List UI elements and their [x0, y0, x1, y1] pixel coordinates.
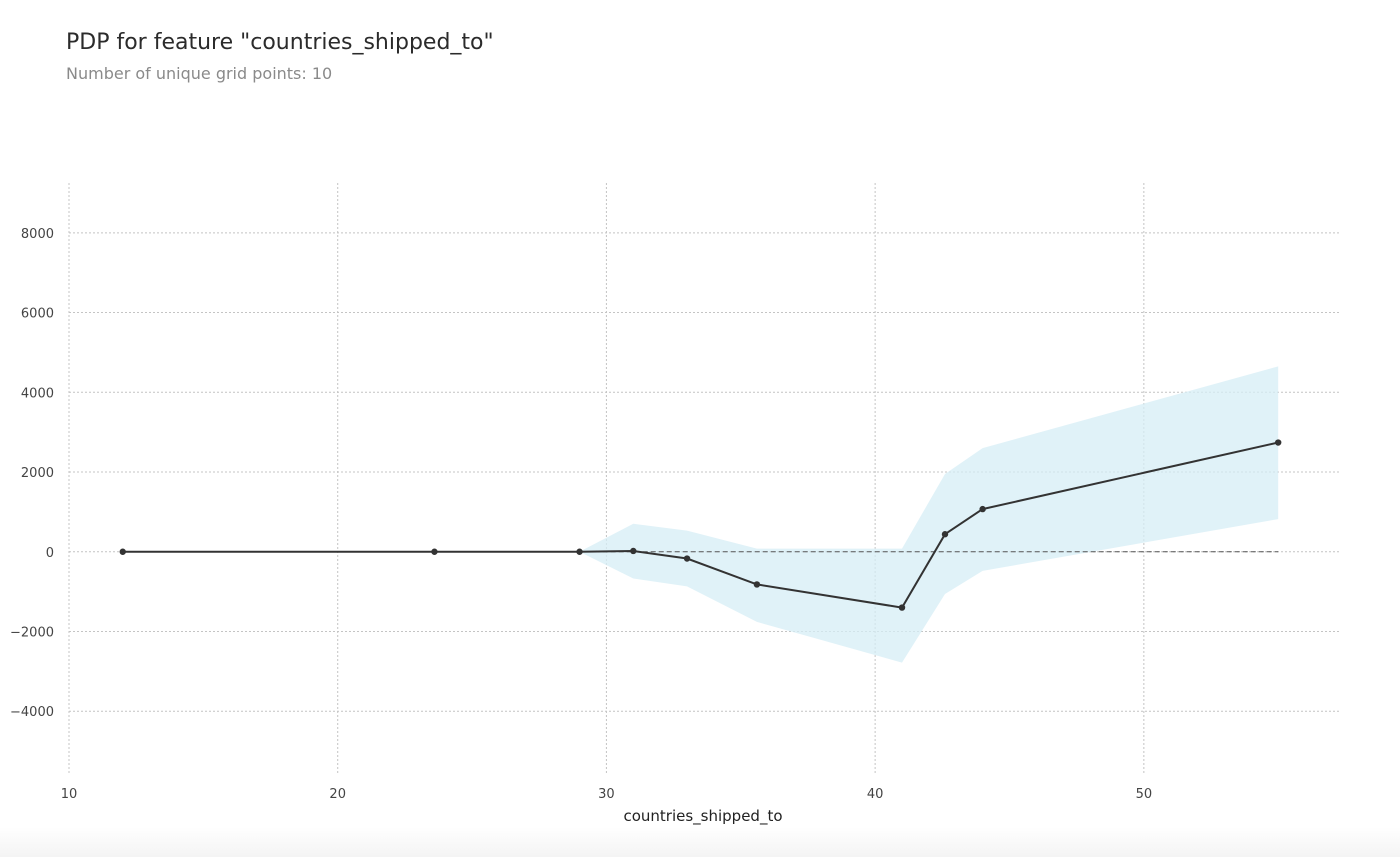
x-tick-label: 50 [1136, 787, 1153, 802]
x-tick-label: 10 [61, 787, 78, 802]
y-tick-label: 4000 [21, 386, 54, 401]
confidence-band [122, 366, 1279, 663]
pdp-point [753, 581, 761, 588]
pdp-point [431, 548, 438, 555]
pdp-point [1274, 439, 1282, 446]
tick-labels: 10 20 30 40 50 −4000 −2000 0 2000 4000 6000 8000 [10, 227, 1152, 802]
chart-title: PDP for feature "countries_shipped_to" [66, 30, 494, 55]
y-tick-label: 6000 [21, 307, 54, 322]
x-tick-label: 40 [867, 787, 884, 802]
y-tick-label: −2000 [10, 625, 54, 640]
pdp-point [119, 548, 126, 555]
y-tick-label: 2000 [21, 466, 54, 481]
bottom-fade [0, 827, 1400, 857]
confidence-band-layer [122, 366, 1279, 663]
x-tick-label: 30 [598, 787, 615, 802]
pdp-line [122, 441, 1279, 609]
pdp-point [898, 604, 906, 611]
y-tick-label: 8000 [21, 227, 54, 242]
x-axis-label: countries_shipped_to [623, 807, 782, 826]
y-tick-label: −4000 [10, 705, 54, 720]
y-tick-label: 0 [46, 546, 54, 561]
pdp-point [979, 505, 986, 513]
pdp-point [576, 548, 583, 555]
x-tick-label: 20 [329, 787, 346, 802]
pdp-point [683, 555, 691, 562]
grid-lines [68, 183, 1340, 775]
pdp-point [941, 531, 949, 538]
chart-subtitle: Number of unique grid points: 10 [66, 64, 333, 83]
pdp-line-layer [119, 439, 1282, 611]
pdp-point [630, 547, 637, 555]
